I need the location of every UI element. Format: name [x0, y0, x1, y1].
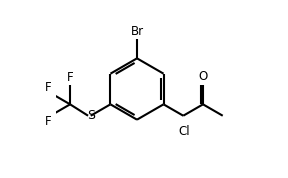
Text: Br: Br — [130, 25, 143, 38]
Text: F: F — [67, 70, 73, 83]
Text: O: O — [198, 70, 208, 83]
Text: F: F — [45, 81, 52, 94]
Text: S: S — [87, 109, 95, 122]
Text: Cl: Cl — [178, 125, 190, 138]
Text: F: F — [45, 115, 52, 128]
